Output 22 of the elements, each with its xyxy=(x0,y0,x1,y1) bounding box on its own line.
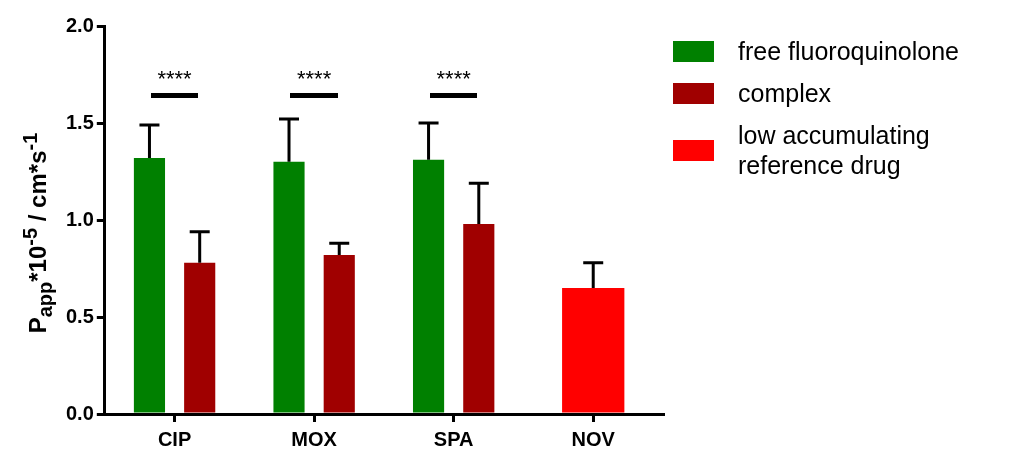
y-tick-label: 1.5 xyxy=(65,110,94,133)
y-tick-label: 0.0 xyxy=(65,401,94,424)
bar xyxy=(562,287,625,413)
annotation: **** xyxy=(435,66,472,92)
bar xyxy=(273,161,305,413)
legend-label: low accumulating reference drug xyxy=(738,120,931,180)
y-tick-label: 2.0 xyxy=(65,13,94,36)
annotation: **** xyxy=(156,66,193,92)
x-tick-label: MOX xyxy=(291,427,338,450)
annotation: **** xyxy=(296,66,333,92)
x-tick-label: SPA xyxy=(433,427,474,450)
legend-label: free fluoroquinolone xyxy=(738,36,959,66)
legend-label: complex xyxy=(738,78,832,108)
x-tick-label: CIP xyxy=(157,427,192,450)
bar xyxy=(412,159,445,413)
y-tick-label: 1.0 xyxy=(65,207,94,230)
y-tick-label: 0.5 xyxy=(65,304,94,327)
x-tick-label: NOV xyxy=(571,427,616,450)
bar xyxy=(184,262,216,413)
bar xyxy=(323,254,355,413)
bar xyxy=(463,223,495,413)
bar xyxy=(133,157,166,413)
